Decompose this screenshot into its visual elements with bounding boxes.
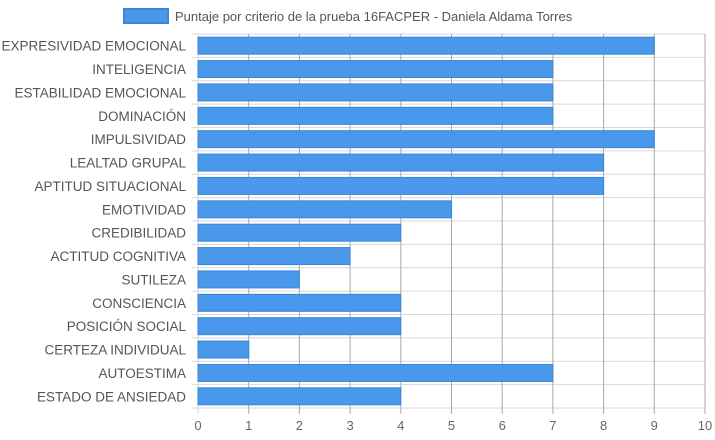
x-tick-label: 4 <box>397 418 404 433</box>
bar[interactable] <box>197 106 554 125</box>
category-label: ACTITUD COGNITIVA <box>50 249 186 264</box>
x-tick-label: 0 <box>194 418 201 433</box>
category-label: IMPULSIVIDAD <box>91 132 187 147</box>
bar[interactable] <box>197 153 605 172</box>
x-tick-label: 5 <box>448 418 455 433</box>
category-label: AUTOESTIMA <box>98 366 186 381</box>
category-label: SUTILEZA <box>121 272 186 287</box>
bar[interactable] <box>197 223 402 242</box>
bar[interactable] <box>197 340 250 359</box>
bar[interactable] <box>197 247 351 266</box>
x-tick-label: 2 <box>296 418 303 433</box>
x-tick-label: 8 <box>600 418 607 433</box>
category-label: POSICIÓN SOCIAL <box>67 319 187 334</box>
x-tick-label: 6 <box>499 418 506 433</box>
bar[interactable] <box>197 270 300 289</box>
x-tick-label: 10 <box>698 418 712 433</box>
category-label: DOMINACIÓN <box>98 109 186 124</box>
category-label: INTELIGENCIA <box>92 62 186 77</box>
category-label: EXPRESIVIDAD EMOCIONAL <box>1 39 186 54</box>
x-axis-tick-labels: 0 1 2 3 4 5 6 7 8 9 10 <box>194 418 712 433</box>
bar[interactable] <box>197 317 402 336</box>
category-label: CREDIBILIDAD <box>91 226 186 241</box>
category-label: ESTADO DE ANSIEDAD <box>37 389 186 404</box>
x-tick-label: 7 <box>549 418 556 433</box>
category-label: CERTEZA INDIVIDUAL <box>44 343 186 358</box>
category-label: LEALTAD GRUPAL <box>70 156 187 171</box>
bar[interactable] <box>197 293 402 312</box>
legend-swatch <box>123 8 169 24</box>
chart-bars <box>197 36 655 406</box>
bar[interactable] <box>197 176 605 195</box>
category-label: ESTABILIDAD EMOCIONAL <box>14 85 186 100</box>
bar[interactable] <box>197 387 402 406</box>
bar[interactable] <box>197 36 655 55</box>
category-label: EMOTIVIDAD <box>102 202 186 217</box>
category-label: CONSCIENCIA <box>92 296 186 311</box>
x-tick-label: 1 <box>245 418 252 433</box>
bar[interactable] <box>197 363 554 382</box>
legend-label: Puntaje por criterio de la prueba 16FACP… <box>175 9 573 24</box>
bar[interactable] <box>197 60 554 79</box>
chart-legend[interactable]: Puntaje por criterio de la prueba 16FACP… <box>123 8 573 24</box>
x-tick-label: 9 <box>651 418 658 433</box>
bar[interactable] <box>197 83 554 102</box>
category-label: APTITUD SITUACIONAL <box>34 179 186 194</box>
bar[interactable] <box>197 130 655 149</box>
x-tick-label: 3 <box>346 418 353 433</box>
y-axis-labels: EXPRESIVIDAD EMOCIONAL INTELIGENCIA ESTABI… <box>1 39 186 405</box>
bar[interactable] <box>197 200 452 219</box>
